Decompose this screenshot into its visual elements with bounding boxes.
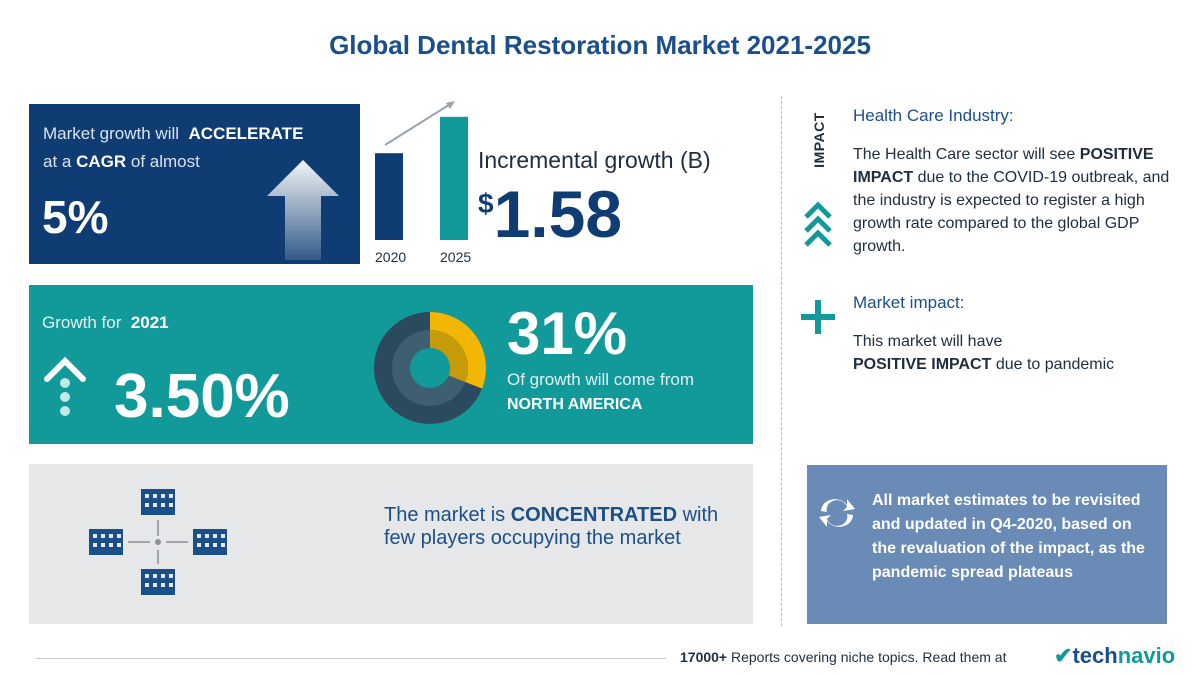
cagr-accelerate: ACCELERATE: [188, 124, 304, 143]
market-impact-prefix: This market will have: [853, 333, 1003, 350]
bar-2020: [375, 153, 403, 240]
currency-symbol: $: [478, 188, 494, 219]
region-share-donut: [374, 312, 486, 424]
health-care-prefix: The Health Care sector will see: [853, 146, 1076, 163]
page-title: Global Dental Restoration Market 2021-20…: [329, 30, 871, 60]
donut-hole: [410, 348, 450, 388]
incremental-label: Incremental growth (B): [478, 147, 711, 173]
impact-vertical-label: IMPACT: [808, 108, 830, 178]
growth-label: Growth for 2021: [42, 313, 169, 333]
cagr-line-2-prefix: at a: [43, 152, 72, 171]
up-arrow-icon: [267, 160, 339, 260]
estimates-note-panel: All market estimates to be revisited and…: [807, 465, 1167, 624]
logo-text-b: navio: [1117, 643, 1176, 668]
health-care-title: Health Care Industry:: [853, 106, 1014, 125]
bar-label-2025: 2025: [440, 249, 472, 265]
footer-text: 17000+ Reports covering niche topics. Re…: [680, 649, 1006, 665]
column-divider: [781, 96, 782, 626]
market-impact-title: Market impact:: [853, 293, 965, 312]
cagr-line-1: Market growth will ACCELERATE: [43, 124, 303, 144]
chevrons-up-icon: [804, 201, 832, 247]
bar-2025: [440, 116, 468, 240]
logo-text-a: tech: [1072, 643, 1118, 668]
buildings-network-icon: [89, 489, 227, 595]
concentration-prefix: The market is: [384, 504, 506, 526]
trend-arrowhead-icon: [446, 101, 455, 109]
cagr-line-2-suffix: of almost: [130, 152, 200, 171]
footer-count: 17000+: [680, 649, 728, 665]
refresh-arrows-icon: [819, 499, 855, 527]
growth-value: 3.50%: [114, 362, 290, 431]
health-care-bold: POSITIVE IMPACT: [853, 146, 1154, 186]
share-region: NORTH AMERICA: [507, 396, 643, 413]
footer-caption[interactable]: Reports covering niche topics. Read them…: [731, 649, 1007, 665]
share-percent: 31%: [507, 300, 628, 367]
cagr-label: CAGR: [76, 152, 127, 171]
donut-highlight-inner: [430, 330, 468, 382]
market-impact-suffix: due to pandemic: [995, 356, 1115, 373]
concentration-suffix: with few players occupying the market: [384, 504, 719, 549]
concentration-bold: CONCENTRATED: [510, 504, 678, 526]
incremental-value: $1.58: [478, 176, 622, 252]
incremental-bars: [375, 101, 468, 240]
cagr-panel: Market growth will ACCELERATE at a CAGR …: [29, 104, 360, 264]
growth-panel: Growth for 2021 3.50% 31% Of growth will…: [29, 285, 753, 444]
bar-label-2020: 2020: [375, 249, 407, 265]
share-text: Of growth will come from: [507, 370, 695, 389]
growth-dots-arrow-icon: [44, 356, 86, 416]
health-care-suffix: due to the COVID-19 outbreak, and the in…: [853, 169, 1170, 255]
health-care-text: The Health Care sector will see POSITIVE…: [853, 143, 1193, 258]
cagr-line-2: at a CAGR of almost: [43, 152, 200, 172]
donut-highlight-slice: [430, 312, 486, 389]
footer-rule: [36, 658, 666, 659]
plus-icon: [801, 300, 835, 334]
technavio-logo[interactable]: ✔technavio: [1054, 643, 1175, 669]
impact-label-text: IMPACT: [811, 112, 827, 168]
concentration-text: The market is CONCENTRATED with few play…: [384, 504, 724, 550]
trend-line: [384, 102, 453, 146]
cagr-value: 5%: [42, 191, 109, 243]
market-impact-text: This market will have POSITIVE IMPACT du…: [853, 330, 1173, 376]
logo-leaf-icon: ✔: [1054, 643, 1073, 668]
incremental-number: 1.58: [493, 177, 623, 251]
growth-year: 2021: [130, 313, 169, 332]
concentration-panel: The market is CONCENTRATED with few play…: [29, 464, 753, 624]
market-impact-bold: POSITIVE IMPACT: [853, 356, 992, 373]
estimates-note-text: All market estimates to be revisited and…: [872, 492, 1145, 581]
growth-label-text: Growth for: [42, 313, 122, 332]
cagr-line-1-prefix: Market growth will: [43, 124, 180, 143]
